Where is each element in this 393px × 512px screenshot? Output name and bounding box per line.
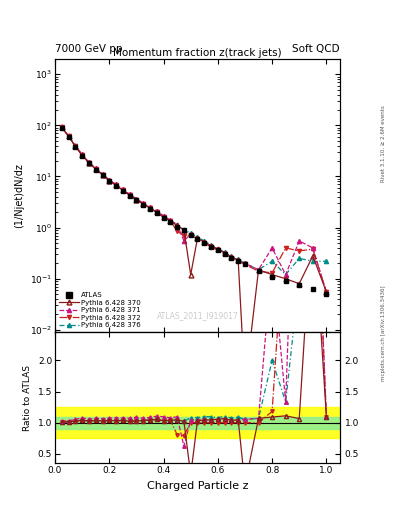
- Legend: ATLAS, Pythia 6.428 370, Pythia 6.428 371, Pythia 6.428 372, Pythia 6.428 376: ATLAS, Pythia 6.428 370, Pythia 6.428 37…: [57, 290, 144, 331]
- Y-axis label: Ratio to ATLAS: Ratio to ATLAS: [23, 365, 32, 431]
- Text: mcplots.cern.ch [arXiv:1306.3436]: mcplots.cern.ch [arXiv:1306.3436]: [381, 285, 386, 380]
- Text: 7000 GeV pp: 7000 GeV pp: [55, 44, 123, 54]
- Y-axis label: (1/Njet)dN/dz: (1/Njet)dN/dz: [15, 163, 24, 228]
- Text: ATLAS_2011_I919017: ATLAS_2011_I919017: [156, 311, 239, 321]
- Text: Soft QCD: Soft QCD: [292, 44, 340, 54]
- Text: Rivet 3.1.10, ≥ 2.6M events: Rivet 3.1.10, ≥ 2.6M events: [381, 105, 386, 182]
- Title: Momentum fraction z(track jets): Momentum fraction z(track jets): [113, 48, 282, 58]
- X-axis label: Charged Particle z: Charged Particle z: [147, 481, 248, 490]
